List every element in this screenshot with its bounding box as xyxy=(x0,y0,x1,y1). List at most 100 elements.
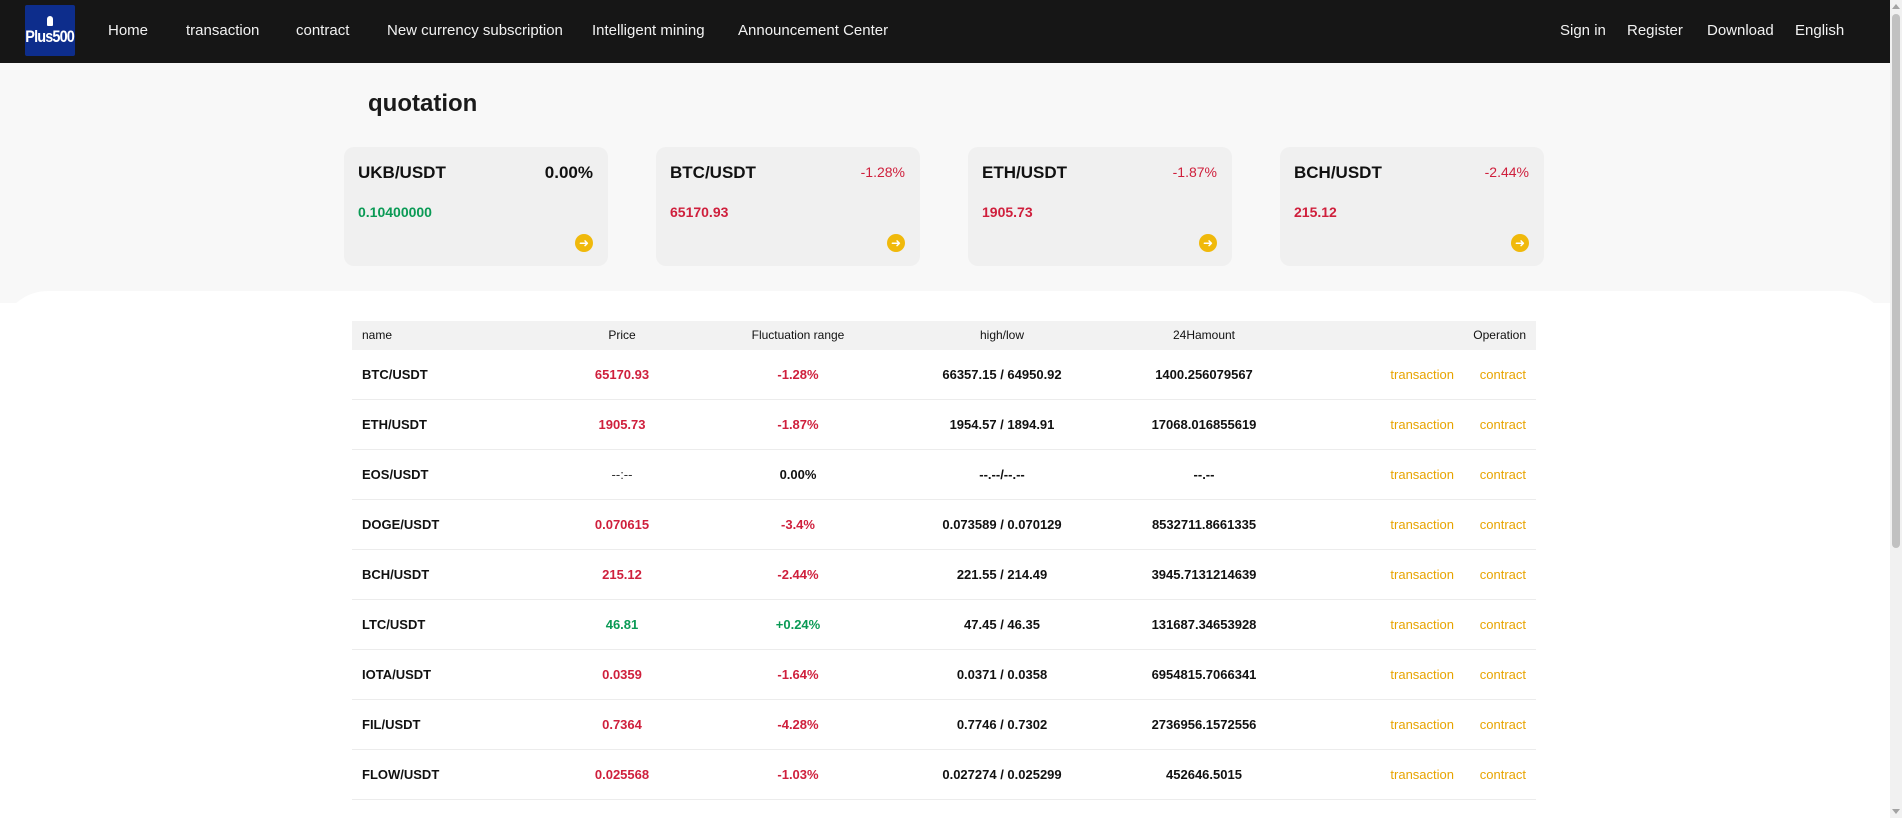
row-pair-name: BCH/USDT xyxy=(362,567,430,582)
row-price: 0.0359 xyxy=(602,667,642,682)
nav-sign-in[interactable]: Sign in xyxy=(1560,22,1606,39)
scroll-thumb[interactable] xyxy=(1892,14,1900,548)
card-change: -1.28% xyxy=(860,164,905,180)
row-price: 0.070615 xyxy=(594,517,650,532)
row-contract-link[interactable]: contract xyxy=(1479,417,1526,432)
card-price: 1905.73 xyxy=(982,204,1033,220)
row-high-low: 0.027274 / 0.025299 xyxy=(942,767,1062,782)
table-row[interactable]: DOGE/USDT 0.070615 -3.4% 0.073589 / 0.07… xyxy=(352,500,1536,550)
header-name: name xyxy=(362,328,393,342)
row-pair-name: EOS/USDT xyxy=(362,467,429,482)
header-high-low: high/low xyxy=(979,328,1025,342)
header-24h-amount: 24Hamount xyxy=(1172,328,1236,342)
nav-download[interactable]: Download xyxy=(1707,22,1774,39)
table-row[interactable]: ETH/USDT 1905.73 -1.87% 1954.57 / 1894.9… xyxy=(352,400,1536,450)
row-24h-amount: 131687.34653928 xyxy=(1151,617,1257,632)
row-transaction-link[interactable]: transaction xyxy=(1390,517,1454,532)
row-transaction-link[interactable]: transaction xyxy=(1390,717,1454,732)
quotation-section xyxy=(0,63,1890,303)
table-row[interactable]: BCH/USDT 215.12 -2.44% 221.55 / 214.49 3… xyxy=(352,550,1536,600)
row-contract-link[interactable]: contract xyxy=(1479,617,1526,632)
arrow-right-circle-icon[interactable]: ➜ xyxy=(1511,234,1529,252)
nav-home[interactable]: Home xyxy=(108,22,149,39)
header-operation: Operation xyxy=(1473,328,1526,342)
row-price: 0.7364 xyxy=(602,717,642,732)
card-pair: BTC/USDT xyxy=(670,163,756,182)
row-contract-link[interactable]: contract xyxy=(1479,517,1526,532)
table-row[interactable]: FIL/USDT 0.7364 -4.28% 0.7746 / 0.7302 2… xyxy=(352,700,1536,750)
quote-card-ukb-usdt[interactable]: UKB/USDT 0.00% 0.10400000 ➜ xyxy=(344,147,608,266)
nav-register[interactable]: Register xyxy=(1627,22,1683,39)
header-fluctuation: Fluctuation range xyxy=(751,328,845,342)
row-transaction-link[interactable]: transaction xyxy=(1390,367,1454,382)
row-transaction-link[interactable]: transaction xyxy=(1390,467,1454,482)
row-high-low: 0.7746 / 0.7302 xyxy=(956,717,1048,732)
row-24h-amount: 452646.5015 xyxy=(1166,767,1242,782)
plus500-logo[interactable]: Plus500 xyxy=(25,5,75,56)
top-nav-bar: Plus500 Home transaction contract New cu… xyxy=(0,0,1890,63)
nav-transaction[interactable]: transaction xyxy=(186,22,260,39)
row-high-low: 1954.57 / 1894.91 xyxy=(949,417,1055,432)
row-contract-link[interactable]: contract xyxy=(1479,667,1526,682)
row-contract-link[interactable]: contract xyxy=(1479,367,1526,382)
row-fluctuation: -1.87% xyxy=(777,417,819,432)
nav-announcement-center[interactable]: Announcement Center xyxy=(738,22,889,39)
row-price: 1905.73 xyxy=(598,417,646,432)
row-high-low: 0.073589 / 0.070129 xyxy=(942,517,1062,532)
row-pair-name: BTC/USDT xyxy=(362,367,428,382)
row-transaction-link[interactable]: transaction xyxy=(1390,567,1454,582)
quotation-title: quotation xyxy=(368,90,478,117)
row-24h-amount: 3945.7131214639 xyxy=(1151,567,1257,582)
row-fluctuation: -1.28% xyxy=(777,367,819,382)
quote-card-btc-usdt[interactable]: BTC/USDT -1.28% 65170.93 ➜ xyxy=(656,147,920,266)
logo-mark-icon xyxy=(47,16,53,26)
nav-language-english[interactable]: English xyxy=(1795,22,1845,39)
card-price: 215.12 xyxy=(1294,204,1337,220)
row-fluctuation: -1.03% xyxy=(777,767,819,782)
row-high-low: 47.45 / 46.35 xyxy=(964,617,1040,632)
row-24h-amount: --.-- xyxy=(1193,467,1215,482)
arrow-right-circle-icon[interactable]: ➜ xyxy=(887,234,905,252)
row-24h-amount: 17068.016855619 xyxy=(1151,417,1257,432)
scroll-up-arrow-icon[interactable] xyxy=(1892,4,1900,9)
row-fluctuation: -2.44% xyxy=(777,567,819,582)
table-row[interactable]: EOS/USDT --:-- 0.00% --.--/--.-- --.-- t… xyxy=(352,450,1536,500)
row-contract-link[interactable]: contract xyxy=(1479,717,1526,732)
row-transaction-link[interactable]: transaction xyxy=(1390,417,1454,432)
row-fluctuation: +0.24% xyxy=(775,617,821,632)
row-contract-link[interactable]: contract xyxy=(1479,767,1526,782)
arrow-right-circle-icon[interactable]: ➜ xyxy=(575,234,593,252)
row-transaction-link[interactable]: transaction xyxy=(1390,617,1454,632)
nav-contract[interactable]: contract xyxy=(296,22,350,39)
row-price: 215.12 xyxy=(602,567,642,582)
row-high-low: 66357.15 / 64950.92 xyxy=(942,367,1062,382)
row-contract-link[interactable]: contract xyxy=(1479,467,1526,482)
arrow-right-circle-icon[interactable]: ➜ xyxy=(1199,234,1217,252)
market-panel xyxy=(0,291,1890,818)
card-change: 0.00% xyxy=(544,163,593,182)
scroll-down-arrow-icon[interactable] xyxy=(1892,809,1900,814)
row-price: --:-- xyxy=(611,467,633,482)
table-row[interactable]: IOTA/USDT 0.0359 -1.64% 0.0371 / 0.0358 … xyxy=(352,650,1536,700)
card-change: -1.87% xyxy=(1172,164,1217,180)
page-scrollbar[interactable] xyxy=(1890,0,1902,818)
row-price: 65170.93 xyxy=(594,367,650,382)
row-transaction-link[interactable]: transaction xyxy=(1390,667,1454,682)
row-24h-amount: 6954815.7066341 xyxy=(1151,667,1257,682)
quote-card-eth-usdt[interactable]: ETH/USDT -1.87% 1905.73 ➜ xyxy=(968,147,1232,266)
nav-intelligent-mining[interactable]: Intelligent mining xyxy=(592,22,705,39)
row-24h-amount: 2736956.1572556 xyxy=(1151,717,1257,732)
table-header: name Price Fluctuation range high/low 24… xyxy=(352,321,1536,350)
row-high-low: 221.55 / 214.49 xyxy=(956,567,1048,582)
nav-new-currency-subscription[interactable]: New currency subscription xyxy=(387,22,563,39)
quote-card-bch-usdt[interactable]: BCH/USDT -2.44% 215.12 ➜ xyxy=(1280,147,1544,266)
row-transaction-link[interactable]: transaction xyxy=(1390,767,1454,782)
card-change: -2.44% xyxy=(1484,164,1529,180)
row-contract-link[interactable]: contract xyxy=(1479,567,1526,582)
table-row[interactable]: LTC/USDT 46.81 +0.24% 47.45 / 46.35 1316… xyxy=(352,600,1536,650)
logo-text: Plus500 xyxy=(25,27,76,46)
card-price: 65170.93 xyxy=(670,204,729,220)
table-row[interactable]: BTC/USDT 65170.93 -1.28% 66357.15 / 6495… xyxy=(352,350,1536,400)
table-row[interactable]: FLOW/USDT 0.025568 -1.03% 0.027274 / 0.0… xyxy=(352,750,1536,800)
row-fluctuation: -3.4% xyxy=(781,517,815,532)
